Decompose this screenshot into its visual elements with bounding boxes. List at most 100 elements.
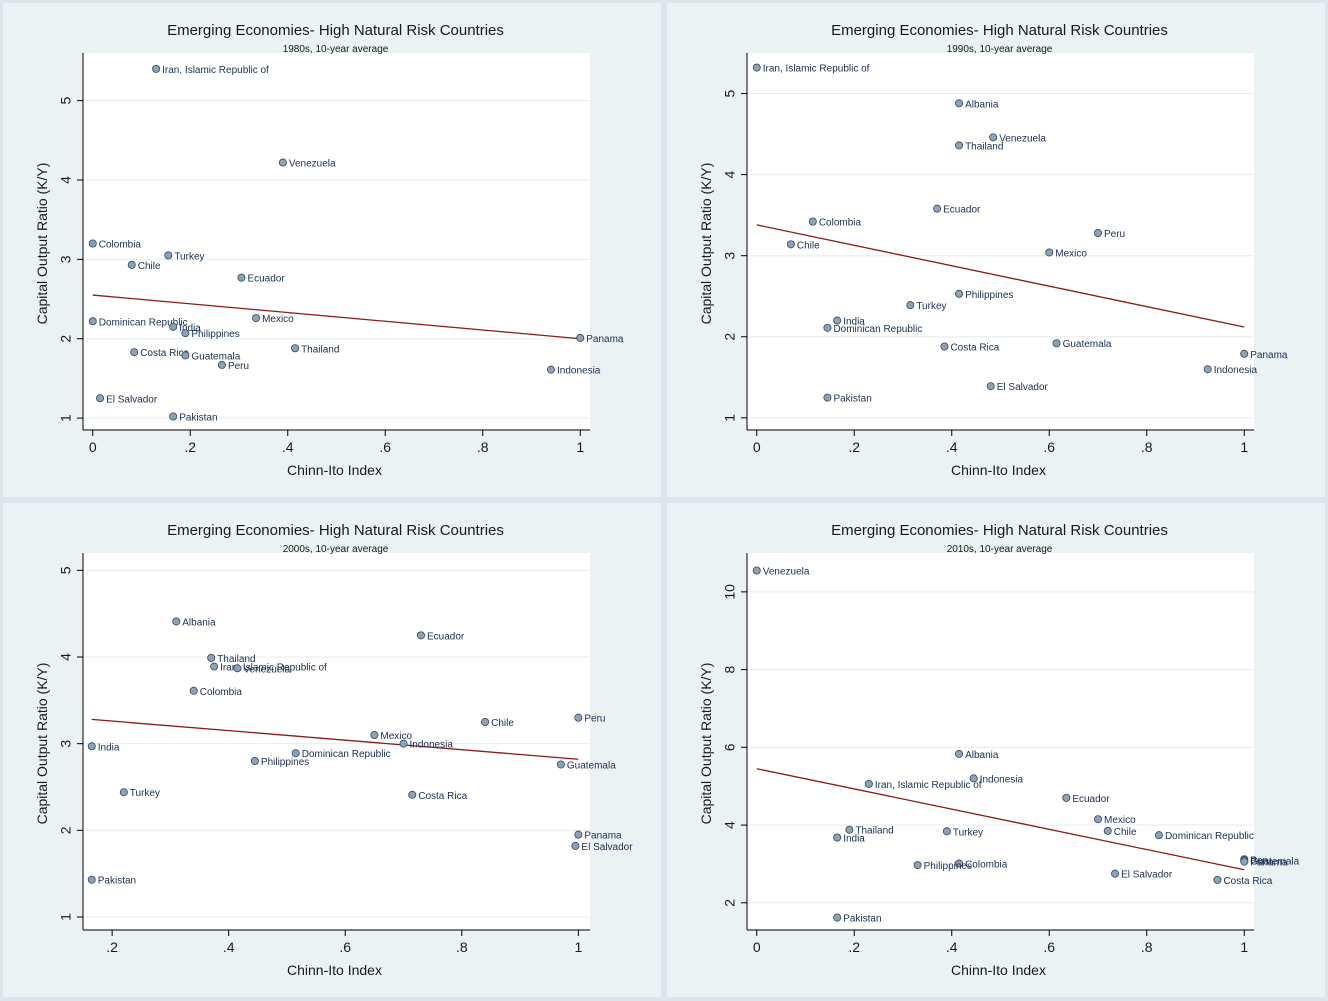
data-point (556, 760, 565, 769)
chart-panel-1990s: 1 2 3 4 5 0 .2 .4 .6 .8 1 Emerging Economies- High … (667, 3, 1325, 497)
data-point (955, 859, 964, 868)
data-point (752, 566, 761, 575)
data-point (906, 301, 915, 310)
point-label: Mexico (262, 314, 294, 325)
point-label: Dominican Republic (1165, 831, 1254, 842)
y-axis-label: Capital Output Ratio (K/Y) (34, 163, 50, 325)
y-tick-label: 1 (58, 414, 74, 422)
y-tick-label: 3 (58, 740, 74, 748)
point-label: Panama (1250, 858, 1288, 869)
chart-title: Emerging Economies- High Natural Risk Co… (831, 22, 1168, 39)
data-point (130, 348, 139, 357)
point-label: Guatemala (191, 351, 240, 362)
point-label: Mexico (380, 731, 412, 742)
chart-panel-2000s: 1 2 3 4 5 .2 .4 .6 .8 1 Emerging Economies- High N… (3, 503, 661, 997)
y-tick-label: 2 (58, 826, 74, 834)
point-label: Pakistan (179, 413, 217, 424)
data-point (1093, 228, 1102, 237)
point-label: Thailand (965, 141, 1003, 152)
point-label: Mexico (1104, 815, 1136, 826)
point-label: Indonesia (557, 366, 601, 377)
x-tick-label: .4 (946, 439, 958, 455)
data-point (87, 875, 96, 884)
point-label: Peru (1250, 855, 1271, 866)
data-point (1240, 857, 1249, 866)
x-tick-label: .2 (848, 939, 860, 955)
data-point (1111, 869, 1120, 878)
plot-area (747, 53, 1254, 430)
point-label: Iran, Islamic Republic of (162, 65, 269, 76)
point-label: Pakistan (833, 394, 871, 405)
point-label: Turkey (174, 251, 204, 262)
point-label: Costa Rica (950, 342, 999, 353)
data-point (237, 273, 246, 282)
point-label: Pakistan (98, 876, 136, 887)
y-tick-label: 4 (722, 171, 738, 179)
point-label: Thailand (217, 654, 255, 665)
y-tick-label: 8 (722, 665, 738, 673)
point-label: Colombia (819, 218, 862, 229)
scatter-chart-svg: 2 4 6 8 10 0 .2 .4 .6 .8 1 Emerging Economies- High… (698, 522, 1300, 978)
x-tick-label: .8 (477, 439, 489, 455)
data-point (942, 827, 951, 836)
data-point (864, 779, 873, 788)
data-point (181, 351, 190, 360)
x-tick-label: .4 (946, 939, 958, 955)
data-point (808, 217, 817, 226)
data-point (169, 322, 178, 331)
y-tick-label: 3 (58, 255, 74, 263)
scatter-chart-svg: 1 2 3 4 5 0 .2 .4 .6 .8 1 Emerging Economies- High … (698, 22, 1288, 478)
x-tick-label: 1 (576, 439, 584, 455)
data-point (1213, 875, 1222, 884)
data-point (189, 686, 198, 695)
fit-line (756, 224, 1245, 328)
point-label: Costa Rica (418, 791, 467, 802)
chart-subtitle: 1980s, 10-year average (283, 44, 389, 55)
point-label: Iran, Islamic Republic of (763, 64, 870, 75)
point-label: Colombia (965, 860, 1008, 871)
point-label: Guatemala (567, 760, 616, 771)
data-point (1052, 339, 1061, 348)
point-label: Turkey (916, 301, 946, 312)
point-label: Iran, Islamic Republic of (220, 663, 327, 674)
point-label: El Salvador (581, 842, 633, 853)
y-tick-label: 1 (722, 414, 738, 422)
data-point (181, 329, 190, 338)
y-tick-label: 1 (58, 913, 74, 921)
point-label: Turkey (953, 827, 983, 838)
data-point (955, 99, 964, 108)
point-label: Ecuador (427, 631, 465, 642)
data-point (1062, 793, 1071, 802)
plot-area (83, 553, 590, 930)
data-point (88, 239, 97, 248)
data-point (291, 749, 300, 758)
data-point (940, 342, 949, 351)
point-label: Pakistan (843, 914, 881, 925)
data-point (955, 289, 964, 298)
point-label: Panama (1250, 350, 1288, 361)
data-point (88, 317, 97, 326)
point-label: Chile (138, 261, 161, 272)
y-tick-label: 6 (722, 743, 738, 751)
x-axis-label: Chinn-Ito Index (951, 962, 1046, 978)
data-point (576, 333, 585, 342)
point-label: Indonesia (410, 740, 454, 751)
y-tick-label: 10 (722, 584, 738, 600)
x-axis-label: Chinn-Ito Index (287, 962, 382, 978)
point-label: Dominican Republic (302, 749, 391, 760)
point-label: Philippines (191, 329, 239, 340)
point-label: Albania (965, 750, 999, 761)
scatter-chart-svg: 1 2 3 4 5 0 .2 .4 .6 .8 1 Emerging Economies- High … (34, 22, 624, 478)
point-label: Venezuela (289, 159, 336, 170)
x-tick-label: 0 (753, 939, 761, 955)
y-tick-label: 5 (58, 97, 74, 105)
fit-line (91, 718, 579, 760)
data-point (752, 63, 761, 72)
x-axis-label: Chinn-Ito Index (287, 462, 382, 478)
data-point (1045, 248, 1054, 257)
point-label: Costa Rica (140, 348, 189, 359)
point-label: Venezuela (763, 566, 810, 577)
x-tick-label: .6 (379, 439, 391, 455)
chart-title: Emerging Economies- High Natural Risk Co… (167, 522, 504, 539)
